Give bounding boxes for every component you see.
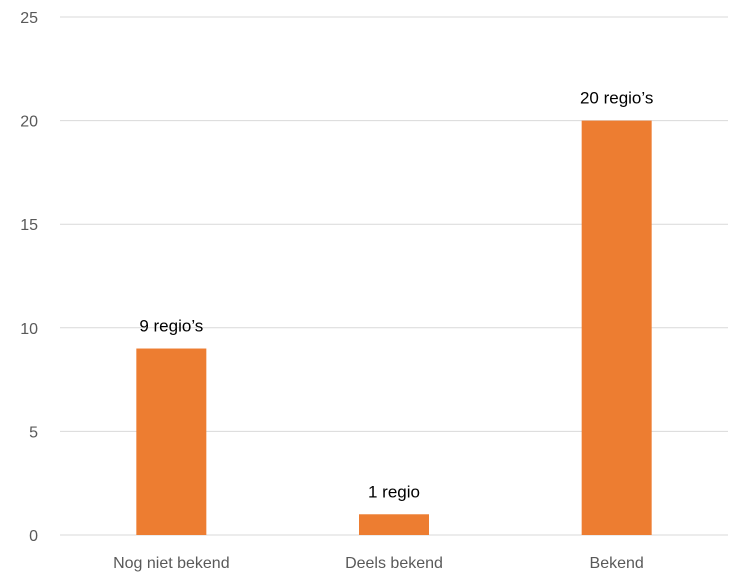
y-tick-label: 5: [29, 424, 38, 441]
x-axis-tick-labels: Nog niet bekend Deels bekend Bekend: [113, 555, 644, 572]
y-tick-label: 15: [20, 217, 38, 234]
y-tick-label: 20: [20, 114, 38, 131]
bar-deels-bekend: [359, 514, 429, 535]
y-axis-tick-labels: 0 5 10 15 20 25: [20, 10, 38, 545]
y-tick-label: 0: [29, 528, 38, 545]
bar-bekend: [581, 120, 652, 535]
bar-nog-niet-bekend: [136, 348, 207, 535]
data-label: 1 regio: [368, 482, 420, 501]
data-label: 20 regio’s: [580, 89, 653, 108]
x-tick-label: Deels bekend: [345, 555, 443, 572]
x-tick-label: Nog niet bekend: [113, 555, 230, 572]
y-tick-label: 25: [20, 10, 38, 27]
x-tick-label: Bekend: [590, 555, 644, 572]
data-label: 9 regio’s: [139, 317, 203, 336]
y-tick-label: 10: [20, 321, 38, 338]
bars: [136, 120, 652, 535]
data-labels: 9 regio’s 1 regio 20 regio’s: [139, 89, 653, 502]
